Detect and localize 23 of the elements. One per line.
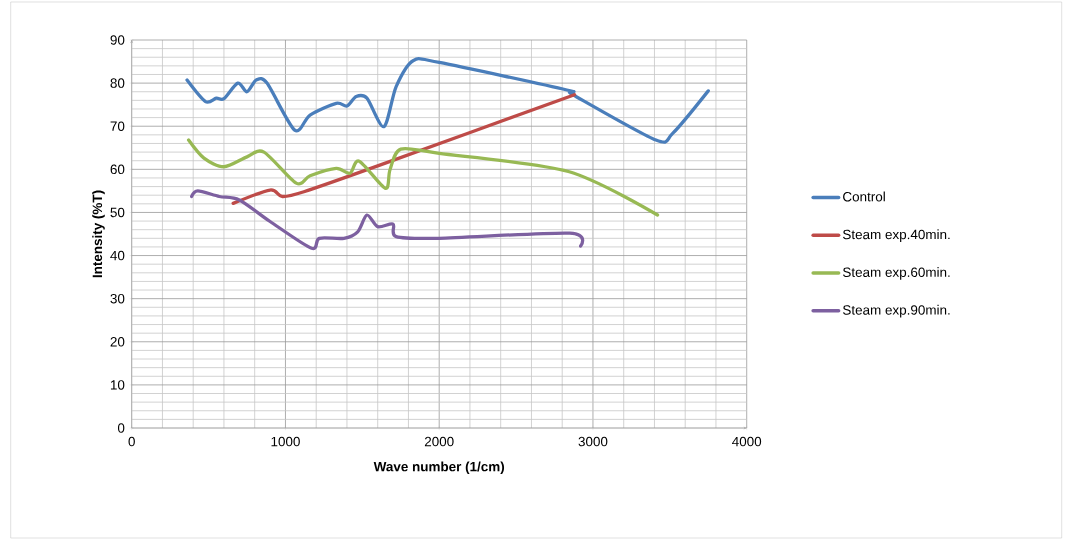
legend-label: Steam exp.60min. bbox=[843, 267, 950, 280]
y-tick-label: 70 bbox=[110, 121, 125, 131]
y-tick-label: 10 bbox=[110, 380, 125, 390]
y-tick-label: 60 bbox=[110, 164, 125, 175]
y-tick-label: 20 bbox=[110, 337, 125, 347]
y-axis-title: Intensity (%T) bbox=[92, 190, 105, 278]
x-axis-title: Wave number (1/cm) bbox=[373, 461, 505, 475]
y-tick-label: 80 bbox=[110, 78, 125, 88]
x-tick-label: 4000 bbox=[732, 436, 762, 447]
y-tick-label: 40 bbox=[110, 250, 125, 261]
x-tick-label: 2000 bbox=[424, 436, 454, 447]
y-tick-label: 50 bbox=[110, 207, 125, 218]
y-tick-label: 30 bbox=[110, 293, 125, 304]
legend-label: Steam exp.40min. bbox=[843, 229, 950, 242]
x-tick-label: 0 bbox=[128, 436, 135, 447]
x-tick-label: 3000 bbox=[578, 436, 608, 447]
legend-label: Steam exp.90min. bbox=[843, 304, 950, 318]
line-series bbox=[186, 138, 660, 217]
y-tick-label: 0 bbox=[117, 423, 125, 433]
y-tick-label: 90 bbox=[110, 35, 125, 45]
legend-label: Control bbox=[843, 191, 885, 202]
x-tick-label: 1000 bbox=[271, 436, 300, 447]
line-series bbox=[231, 93, 577, 206]
